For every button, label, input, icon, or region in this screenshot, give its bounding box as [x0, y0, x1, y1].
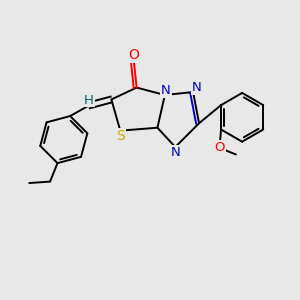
Text: N: N	[192, 81, 202, 94]
Text: O: O	[214, 141, 225, 154]
Text: N: N	[170, 146, 180, 159]
Text: S: S	[116, 129, 125, 143]
Text: N: N	[161, 84, 171, 97]
Text: O: O	[128, 48, 139, 62]
Text: H: H	[84, 94, 94, 106]
